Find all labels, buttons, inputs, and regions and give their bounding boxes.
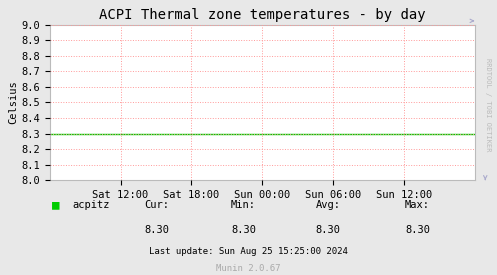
- Text: Min:: Min:: [231, 200, 256, 210]
- Text: acpitz: acpitz: [72, 200, 109, 210]
- Text: Munin 2.0.67: Munin 2.0.67: [216, 264, 281, 273]
- Text: Avg:: Avg:: [316, 200, 340, 210]
- Text: Last update: Sun Aug 25 15:25:00 2024: Last update: Sun Aug 25 15:25:00 2024: [149, 247, 348, 256]
- Text: Max:: Max:: [405, 200, 430, 210]
- Text: 8.30: 8.30: [231, 225, 256, 235]
- Text: RRDTOOL / TOBI OETIKER: RRDTOOL / TOBI OETIKER: [485, 58, 491, 151]
- Y-axis label: Celsius: Celsius: [8, 81, 18, 124]
- Text: 8.30: 8.30: [316, 225, 340, 235]
- Text: ■: ■: [52, 198, 60, 211]
- Text: Cur:: Cur:: [144, 200, 169, 210]
- Text: 8.30: 8.30: [144, 225, 169, 235]
- Title: ACPI Thermal zone temperatures - by day: ACPI Thermal zone temperatures - by day: [99, 8, 425, 22]
- Text: 8.30: 8.30: [405, 225, 430, 235]
